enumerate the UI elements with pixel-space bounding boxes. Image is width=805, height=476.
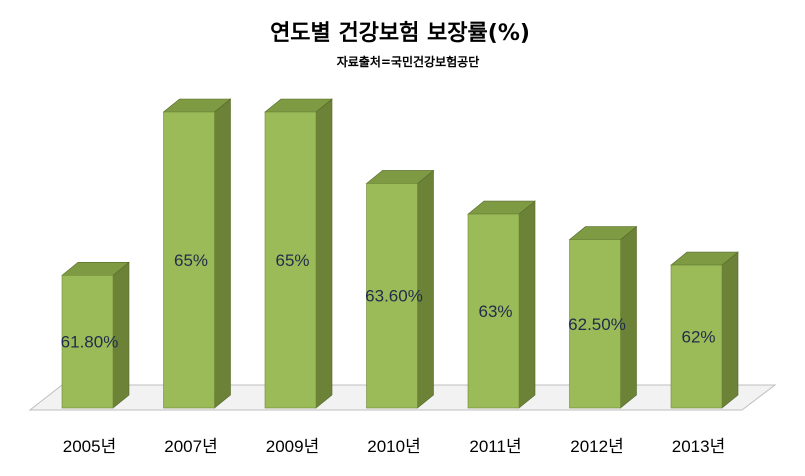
bar-side: [214, 98, 231, 409]
bar-front: [366, 183, 418, 409]
category-label: 2005년: [63, 437, 116, 456]
bar-front: [670, 264, 723, 409]
data-label: 61.80%: [61, 333, 119, 352]
bar-front: [569, 239, 621, 409]
bar-side: [518, 200, 536, 409]
bar-front: [264, 111, 317, 409]
bar-2007년: [162, 98, 232, 409]
data-label: 63.60%: [365, 287, 423, 306]
bar-front: [163, 111, 215, 409]
category-label: 2012년: [570, 437, 623, 456]
chart-title: 연도별 건강보험 보장률(%): [270, 20, 530, 46]
category-label: 2007년: [164, 437, 217, 456]
bar-2009년: [264, 98, 333, 409]
data-label: 62.50%: [568, 315, 626, 334]
bars-group: [61, 98, 739, 409]
category-label: 2013년: [672, 437, 725, 456]
category-label: 2009년: [266, 437, 319, 456]
bar-side: [721, 251, 739, 409]
category-label: 2011년: [469, 437, 521, 456]
data-label: 65%: [174, 251, 208, 270]
bar-2012년: [568, 225, 638, 409]
bar-2011년: [467, 200, 536, 409]
bar-side: [315, 98, 333, 409]
category-label: 2010년: [367, 437, 420, 456]
category-labels-group: 2005년 2007년 2009년 2010년 2011년 2012년 2013년: [63, 437, 725, 456]
data-labels-group: 61.80% 65% 65% 63.60% 63% 62.50% 62%: [61, 251, 716, 352]
bar-front: [61, 275, 114, 409]
data-label: 62%: [681, 328, 715, 347]
bar-2005년: [61, 261, 130, 409]
chart-subtitle: 자료출처=국민건강보험공단: [337, 54, 480, 69]
data-label: 65%: [275, 251, 309, 270]
data-label: 63%: [478, 302, 512, 321]
bar-2013년: [670, 251, 739, 409]
bar-2010년: [365, 169, 435, 409]
bar-front: [467, 213, 520, 409]
